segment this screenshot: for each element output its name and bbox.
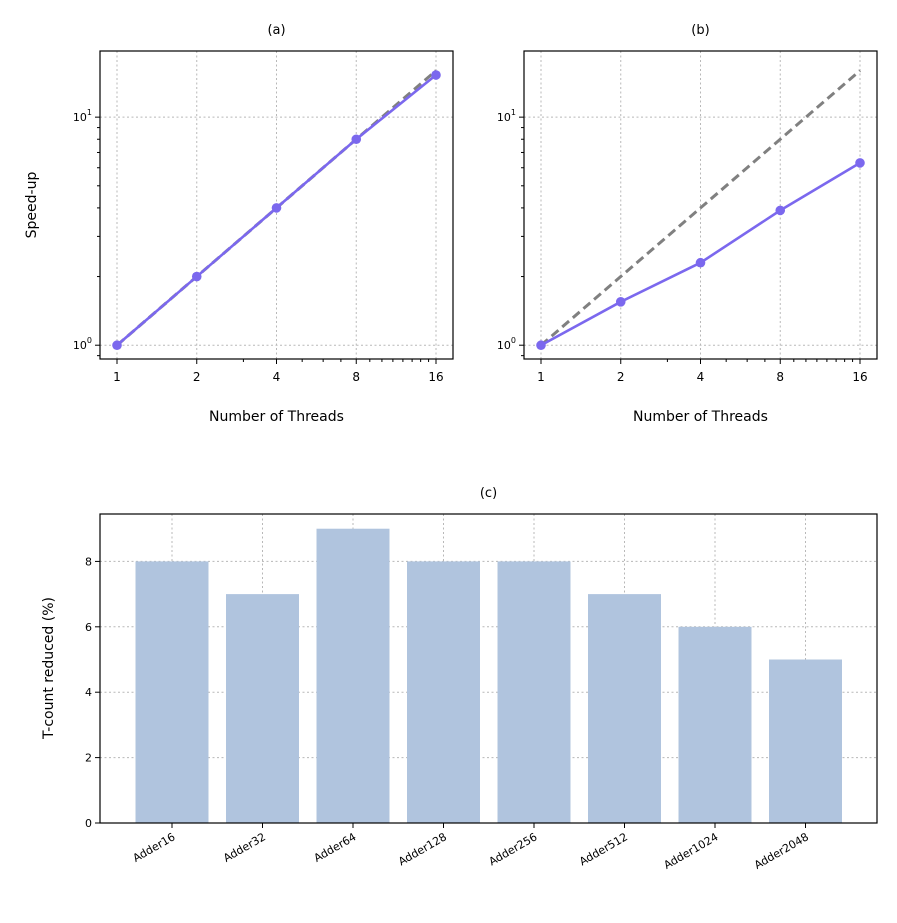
x-tick-label: Adder16 <box>131 830 178 865</box>
panel-a-ylabel: Speed-up <box>24 172 40 239</box>
panel-c-bars <box>135 528 842 823</box>
speedup-point <box>431 70 441 80</box>
speedup-point <box>351 134 362 145</box>
x-tick-label: Adder2048 <box>752 830 811 872</box>
x-tick-label: 8 <box>352 370 360 384</box>
x-tick-label: 4 <box>273 370 281 384</box>
y-tick-label: 0 <box>85 817 92 830</box>
panel-c-grid <box>100 514 877 823</box>
bar <box>316 528 390 823</box>
bar <box>135 561 209 823</box>
y-tick-label: 100 <box>497 336 516 352</box>
panel-a-series <box>112 69 441 351</box>
x-tick-label: Adder128 <box>396 830 449 868</box>
x-tick-label: 2 <box>617 370 625 384</box>
bar <box>226 594 299 823</box>
bar <box>769 659 842 823</box>
speedup-point <box>775 205 786 216</box>
x-tick-label: 16 <box>852 370 867 384</box>
x-tick-label: 1 <box>113 370 121 384</box>
panel-b-ticks: 1 2 4 8 16 100 101 <box>497 108 868 384</box>
y-tick-label: 6 <box>85 621 92 634</box>
bar <box>497 561 571 823</box>
x-tick-label: Adder32 <box>221 830 268 865</box>
x-tick-label: 8 <box>776 370 784 384</box>
panel-c-frame <box>99 513 878 824</box>
panel-a-ticks: 1 2 4 8 16 100 101 <box>73 108 444 384</box>
bar <box>407 561 480 823</box>
y-tick-label: 100 <box>73 336 92 352</box>
speedup-point <box>536 340 546 351</box>
x-tick-label: 4 <box>697 370 705 384</box>
x-tick-label: Adder512 <box>577 830 630 868</box>
speedup-point <box>695 257 706 268</box>
x-tick-label: 1 <box>537 370 545 384</box>
panel-c-ylabel: T-count reduced (%) <box>41 597 57 740</box>
panel-a: 1 2 4 8 16 100 101 (a) Number of Threads Speed… <box>24 23 454 425</box>
y-tick-label: 8 <box>85 555 92 568</box>
panel-a-title: (a) <box>267 23 285 38</box>
panel-c: 0 2 4 6 8 Adder16 Adder32 Adder64 Adder128 Adder2… <box>41 486 878 872</box>
panel-b-grid <box>524 51 877 359</box>
panel-a-grid <box>100 51 453 359</box>
x-tick-label: Adder64 <box>312 830 359 865</box>
panel-b: 1 2 4 8 16 100 101 (b) Number of Threads <box>497 23 878 425</box>
x-tick-label: 16 <box>428 370 443 384</box>
panel-b-title: (b) <box>691 23 709 38</box>
panel-a-xlabel: Number of Threads <box>209 409 344 425</box>
speedup-point <box>855 158 865 168</box>
x-tick-label: Adder1024 <box>662 830 721 872</box>
ideal-line <box>540 69 861 347</box>
panel-b-xlabel: Number of Threads <box>633 409 768 425</box>
y-tick-label: 2 <box>85 752 92 765</box>
y-tick-label: 4 <box>85 686 92 699</box>
panel-b-series <box>536 69 865 351</box>
panel-c-title: (c) <box>480 486 497 501</box>
x-tick-label: 2 <box>193 370 201 384</box>
y-tick-label: 101 <box>497 108 516 124</box>
speedup-point <box>112 340 122 351</box>
bar <box>678 626 752 823</box>
speedup-point <box>191 271 202 282</box>
bar <box>588 594 661 823</box>
speedup-point <box>271 203 282 213</box>
y-tick-label: 101 <box>73 108 92 124</box>
x-tick-label: Adder256 <box>487 830 540 868</box>
speedup-point <box>615 296 626 307</box>
